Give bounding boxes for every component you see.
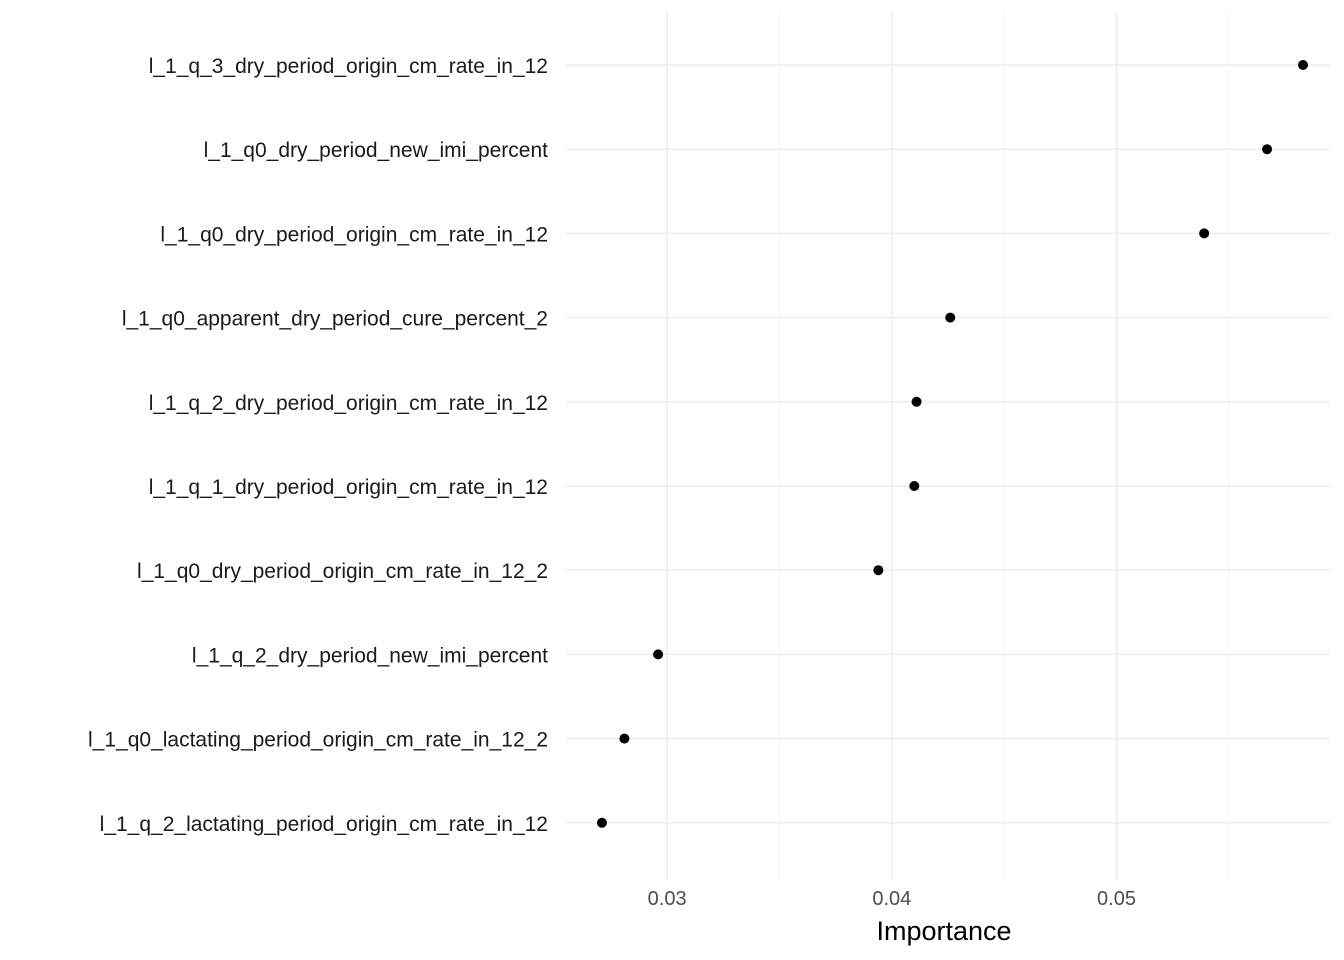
data-point-2	[1199, 228, 1210, 239]
y-category-label: l_1_q_2_dry_period_origin_cm_rate_in_12	[149, 392, 548, 415]
y-category-label: l_1_q_2_dry_period_new_imi_percent	[192, 644, 548, 667]
y-category-label: l_1_q0_apparent_dry_period_cure_percent_…	[122, 308, 548, 331]
major-gridlines	[666, 12, 1118, 880]
y-category-label: l_1_q0_dry_period_origin_cm_rate_in_12_2	[137, 560, 548, 583]
data-point-1	[1262, 144, 1273, 155]
data-point-6	[873, 565, 884, 576]
y-category-label: l_1_q0_dry_period_new_imi_percent	[204, 139, 549, 162]
y-category-label: l_1_q_2_lactating_period_origin_cm_rate_…	[100, 813, 548, 836]
data-points	[596, 60, 1309, 828]
data-point-9	[596, 817, 607, 828]
data-point-7	[653, 649, 664, 660]
x-tick-label: 0.05	[1097, 888, 1136, 910]
minor-gridlines	[779, 12, 1230, 880]
data-point-8	[619, 733, 630, 744]
y-category-label: l_1_q0_lactating_period_origin_cm_rate_i…	[88, 729, 548, 752]
data-point-0	[1298, 60, 1309, 70]
y-category-label: l_1_q0_dry_period_origin_cm_rate_in_12	[160, 223, 548, 246]
data-point-5	[909, 481, 920, 491]
y-category-label: l_1_q_1_dry_period_origin_cm_rate_in_12	[149, 476, 548, 499]
x-axis-tick-labels: 0.03 0.04 0.05	[648, 888, 1136, 910]
x-axis-title: Importance	[876, 916, 1011, 946]
y-axis-labels: l_1_q_3_dry_period_origin_cm_rate_in_12l…	[88, 55, 548, 836]
horizontal-gridlines	[566, 64, 1330, 824]
x-tick-label: 0.03	[648, 888, 687, 910]
data-point-3	[945, 312, 956, 323]
y-category-label: l_1_q_3_dry_period_origin_cm_rate_in_12	[149, 55, 548, 78]
data-point-4	[911, 396, 922, 407]
x-tick-label: 0.04	[872, 888, 911, 910]
